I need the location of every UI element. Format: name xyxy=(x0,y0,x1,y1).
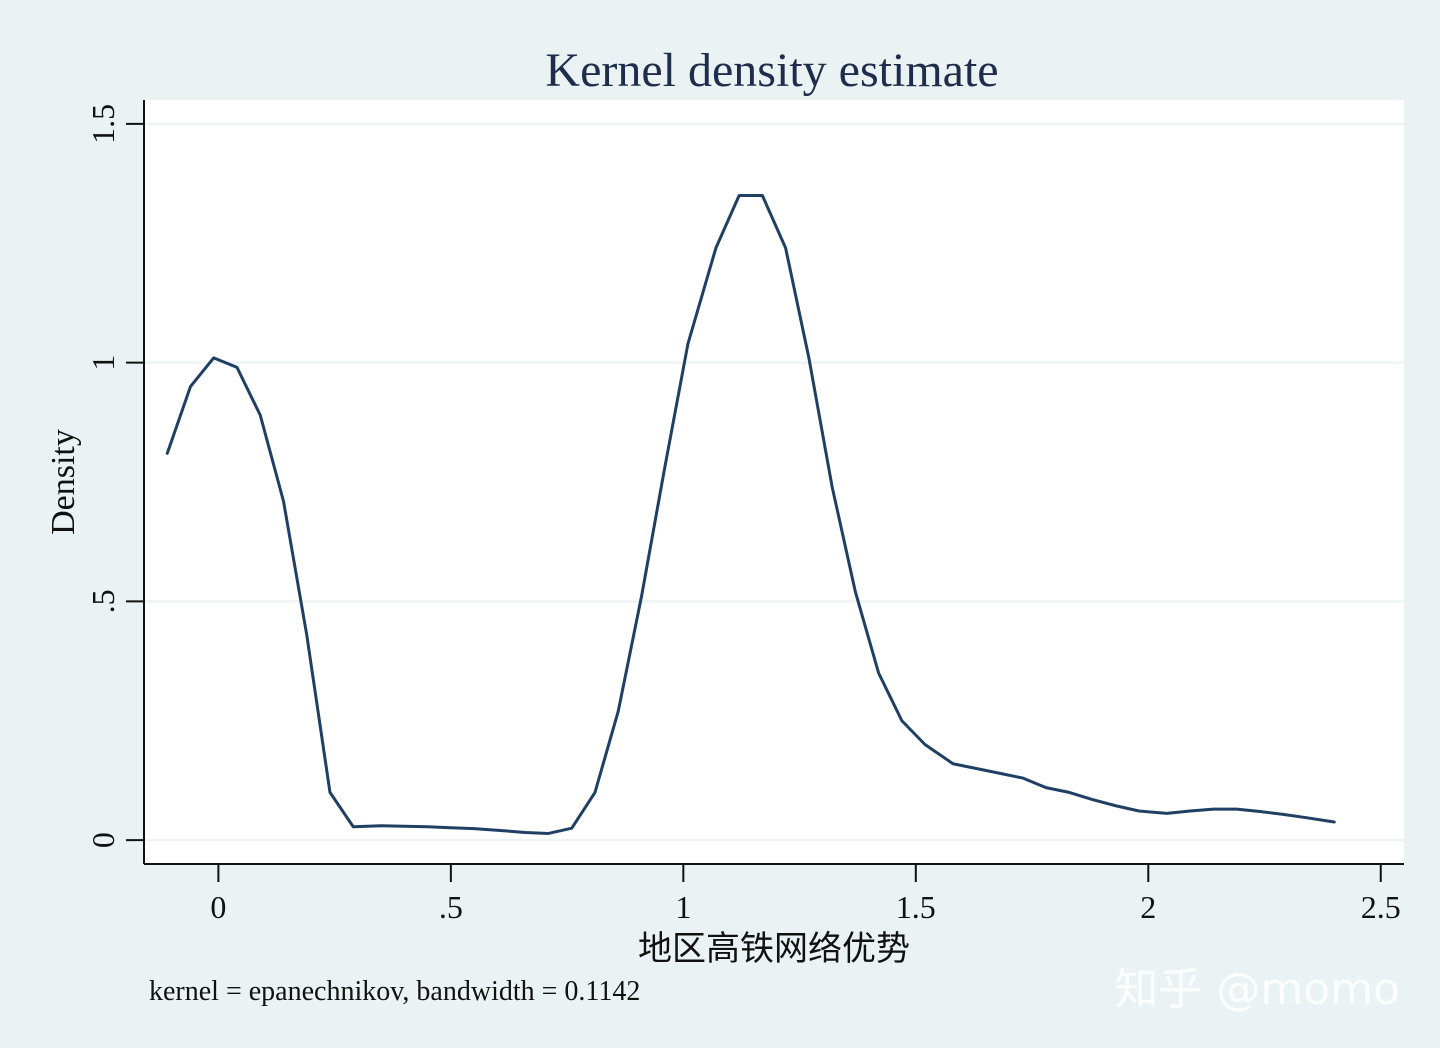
y-tick-label: .5 xyxy=(85,589,121,613)
chart-note: kernel = epanechnikov, bandwidth = 0.114… xyxy=(149,976,640,1007)
grid-lines xyxy=(144,122,1404,842)
x-tick-label: 2.5 xyxy=(1361,889,1401,925)
x-tick-label: 1.5 xyxy=(896,889,936,925)
chart-title: Kernel density estimate xyxy=(545,44,998,97)
x-tick-label: 2 xyxy=(1140,889,1156,925)
watermark: 知乎 @momo xyxy=(1114,964,1400,1015)
x-tick-label: 1 xyxy=(675,889,691,925)
y-ticks: 0 .5 1 1.5 xyxy=(85,104,144,848)
density-series-layer xyxy=(165,194,1336,835)
y-tick-label: 0 xyxy=(85,832,121,848)
density-line xyxy=(165,194,1336,835)
plot-area: 0 .5 1 1.5 2 2.5 0 .5 1 1.5 xyxy=(85,100,1404,925)
y-tick-label: 1.5 xyxy=(85,104,121,144)
x-tick-label: 0 xyxy=(210,889,226,925)
plot-background xyxy=(144,100,1404,864)
x-axis-label: 地区高铁网络优势 xyxy=(638,929,910,969)
y-axis-label: Density xyxy=(45,429,82,535)
y-tick-label: 1 xyxy=(85,355,121,371)
x-tick-label: .5 xyxy=(439,889,463,925)
x-ticks: 0 .5 1 1.5 2 2.5 xyxy=(210,864,1401,925)
